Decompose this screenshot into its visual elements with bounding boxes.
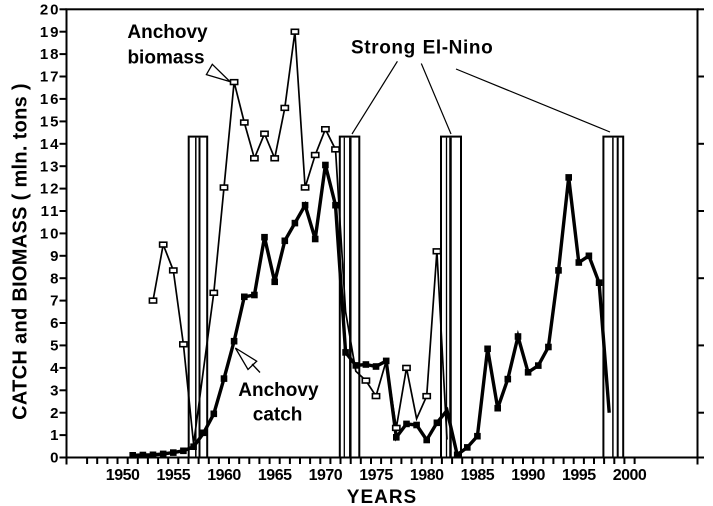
svg-text:10: 10	[40, 226, 61, 243]
svg-text:1970: 1970	[309, 467, 343, 484]
svg-text:6: 6	[50, 315, 60, 332]
svg-text:biomass: biomass	[127, 48, 204, 69]
svg-text:14: 14	[40, 136, 61, 153]
svg-text:17: 17	[40, 69, 61, 86]
svg-text:1955: 1955	[157, 467, 191, 484]
svg-text:El-Nino: El-Nino	[423, 38, 494, 59]
svg-text:19: 19	[40, 24, 61, 41]
svg-text:2000: 2000	[613, 467, 647, 484]
svg-text:8: 8	[50, 270, 60, 287]
svg-text:Anchovy: Anchovy	[238, 380, 319, 401]
svg-text:1980: 1980	[410, 467, 444, 484]
svg-text:1960: 1960	[207, 467, 241, 484]
svg-text:7: 7	[50, 293, 60, 310]
svg-text:1975: 1975	[359, 467, 393, 484]
svg-text:1: 1	[50, 427, 60, 444]
svg-text:1965: 1965	[258, 467, 292, 484]
svg-text:1985: 1985	[461, 467, 495, 484]
svg-text:Strong: Strong	[351, 38, 416, 59]
svg-text:CATCH and BIOMASS ( mln. tons: CATCH and BIOMASS ( mln. tons )	[10, 83, 32, 420]
svg-text:3: 3	[50, 382, 60, 399]
svg-text:12: 12	[40, 181, 61, 198]
svg-text:Anchovy: Anchovy	[127, 22, 208, 43]
svg-text:2: 2	[50, 405, 60, 422]
svg-text:4: 4	[50, 360, 60, 377]
svg-text:15: 15	[40, 114, 61, 131]
svg-text:9: 9	[50, 248, 60, 265]
svg-text:18: 18	[40, 46, 61, 63]
svg-text:1950: 1950	[106, 467, 140, 484]
svg-text:catch: catch	[253, 405, 303, 426]
svg-text:1995: 1995	[562, 467, 596, 484]
svg-text:1990: 1990	[511, 467, 545, 484]
svg-text:16: 16	[40, 91, 61, 108]
svg-text:YEARS: YEARS	[347, 487, 417, 506]
svg-text:20: 20	[40, 1, 61, 18]
svg-text:5: 5	[50, 338, 60, 355]
svg-text:0: 0	[50, 450, 60, 467]
svg-text:13: 13	[40, 158, 61, 175]
svg-text:11: 11	[41, 203, 61, 220]
